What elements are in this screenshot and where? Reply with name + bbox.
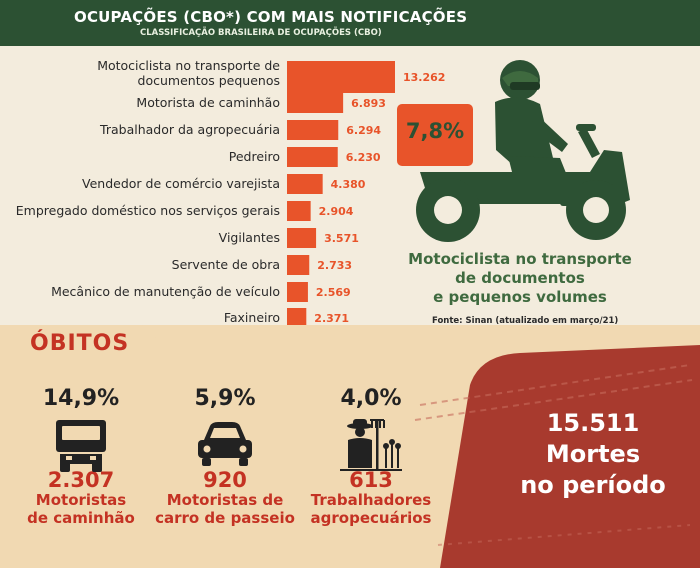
death-percent: 14,9% xyxy=(42,386,120,411)
category-label: Vendedor de comércio varejista xyxy=(82,176,280,191)
death-caption: agropecuários xyxy=(310,509,432,527)
bar-value-label: 3.571 xyxy=(324,232,359,245)
death-caption: Motoristas xyxy=(35,491,127,509)
truck-icon xyxy=(56,420,106,472)
farmer-icon xyxy=(340,419,402,471)
death-caption: de caminhão xyxy=(27,509,135,527)
total-deaths: 15.511 Mortes no período xyxy=(508,408,678,501)
bar-value-label: 6.294 xyxy=(346,124,381,137)
source-note: Fonte: Sinan (atualizado em março/21) xyxy=(432,316,619,326)
bar xyxy=(287,228,317,248)
bar-value-label: 2.733 xyxy=(317,259,352,272)
bar xyxy=(287,61,395,93)
caption-line: Motociclista no transporte xyxy=(408,250,632,268)
death-caption: Motoristas de xyxy=(166,491,284,509)
category-label: Pedreiro xyxy=(229,149,280,164)
category-label: Mecânico de manutenção de veículo xyxy=(51,284,280,299)
bar xyxy=(287,282,308,302)
bar xyxy=(287,201,311,221)
category-label: Motociclista no transporte de xyxy=(97,58,280,73)
death-percent: 5,9% xyxy=(194,386,256,411)
highlight-percent-box: 7,8% xyxy=(397,104,473,166)
obitos-tab xyxy=(0,325,156,363)
bar-chart: 13.262 Motociclista no transporte dedocum… xyxy=(16,58,445,328)
category-label: Empregado doméstico nos serviços gerais xyxy=(16,203,280,218)
motorcycle-courier-icon xyxy=(416,60,630,242)
death-stat-farmer: 4,0% 613 Trabalhadores agropecuários xyxy=(296,386,446,527)
death-count: 920 xyxy=(203,468,247,492)
bar-value-label: 13.262 xyxy=(403,71,445,84)
category-label: Motorista de caminhão xyxy=(136,95,280,110)
bar xyxy=(287,308,307,328)
obitos-title: ÓBITOS xyxy=(30,331,130,356)
page-title: OCUPAÇÕES (CBO*) COM MAIS NOTIFICAÇÕES xyxy=(74,8,468,26)
total-deaths-label: no período xyxy=(520,471,666,499)
bar-value-label: 2.904 xyxy=(319,205,354,218)
bar-value-label: 6.230 xyxy=(346,151,381,164)
total-deaths-label: Mortes xyxy=(545,440,641,468)
red-tire-band xyxy=(414,345,700,568)
motorcycle-caption: Motociclista no transporte de documentos… xyxy=(400,250,640,307)
caption-line: e pequenos volumes xyxy=(433,288,607,306)
category-label: Vigilantes xyxy=(219,230,280,245)
bar xyxy=(287,174,323,194)
bar xyxy=(287,93,344,113)
category-label: Trabalhador da agropecuária xyxy=(99,122,280,137)
bar xyxy=(287,147,338,167)
death-caption: Trabalhadores xyxy=(310,491,432,509)
death-stat-car: 5,9% 920 Motoristas de carro de passeio xyxy=(150,386,300,527)
death-stat-truck: 14,9% 2.307 Motoristas de caminhão xyxy=(6,386,156,527)
category-label: Faxineiro xyxy=(224,310,280,325)
bar-value-label: 6.893 xyxy=(351,97,386,110)
death-caption: carro de passeio xyxy=(155,509,295,527)
total-deaths-number: 15.511 xyxy=(546,409,640,437)
death-count: 613 xyxy=(349,468,393,492)
death-percent: 4,0% xyxy=(340,386,402,411)
caption-line: de documentos xyxy=(455,269,585,287)
bar xyxy=(287,255,310,275)
category-label: documentos pequenos xyxy=(138,73,280,88)
death-count: 2.307 xyxy=(47,468,115,492)
category-label: Servente de obra xyxy=(172,257,280,272)
highlight-percent: 7,8% xyxy=(405,119,465,143)
bar-value-label: 2.371 xyxy=(314,312,349,325)
car-icon xyxy=(198,422,252,466)
bar-value-label: 4.380 xyxy=(331,178,366,191)
bar xyxy=(287,120,339,140)
bar-value-label: 2.569 xyxy=(316,286,351,299)
header-bar xyxy=(0,0,700,46)
page-subtitle: CLASSIFICAÇÃO BRASILEIRA DE OCUPAÇÕES (C… xyxy=(140,28,382,38)
